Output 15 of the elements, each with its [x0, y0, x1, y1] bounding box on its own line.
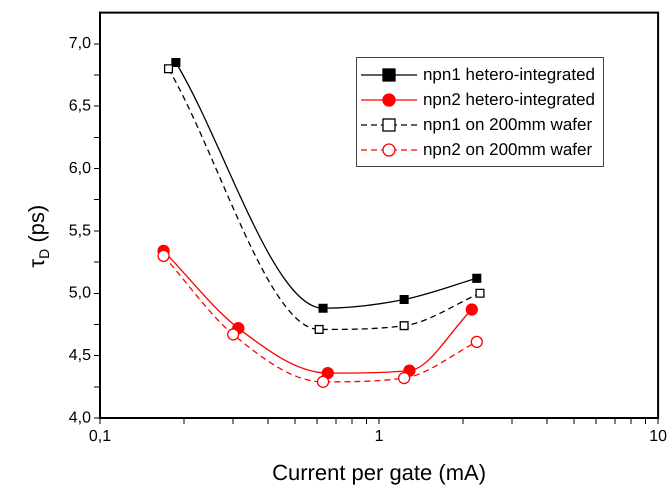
- y-tick-label: 6,0: [68, 160, 92, 177]
- y-tick-label: 7,0: [68, 35, 92, 52]
- legend-label: npn1 hetero-integrated: [422, 64, 595, 84]
- y-tick-label: 5,0: [68, 284, 92, 302]
- x-tick-label: 0,1: [88, 428, 112, 446]
- y-tick-label: 4,0: [68, 409, 92, 426]
- legend-label: npn1 on 200mm wafer: [422, 114, 592, 134]
- y-tick-label: 5,5: [68, 222, 92, 240]
- legend-label: npn2 on 200mm wafer: [422, 140, 592, 160]
- x-axis-title: Current per gate (mA): [272, 460, 486, 485]
- y-tick-label: 6,5: [68, 98, 92, 115]
- x-tick-label: 1: [374, 428, 384, 446]
- y-tick-label: 4,5: [68, 347, 92, 364]
- legend-label: npn2 hetero-integrated: [422, 90, 595, 110]
- x-tick-label: 10: [649, 428, 668, 446]
